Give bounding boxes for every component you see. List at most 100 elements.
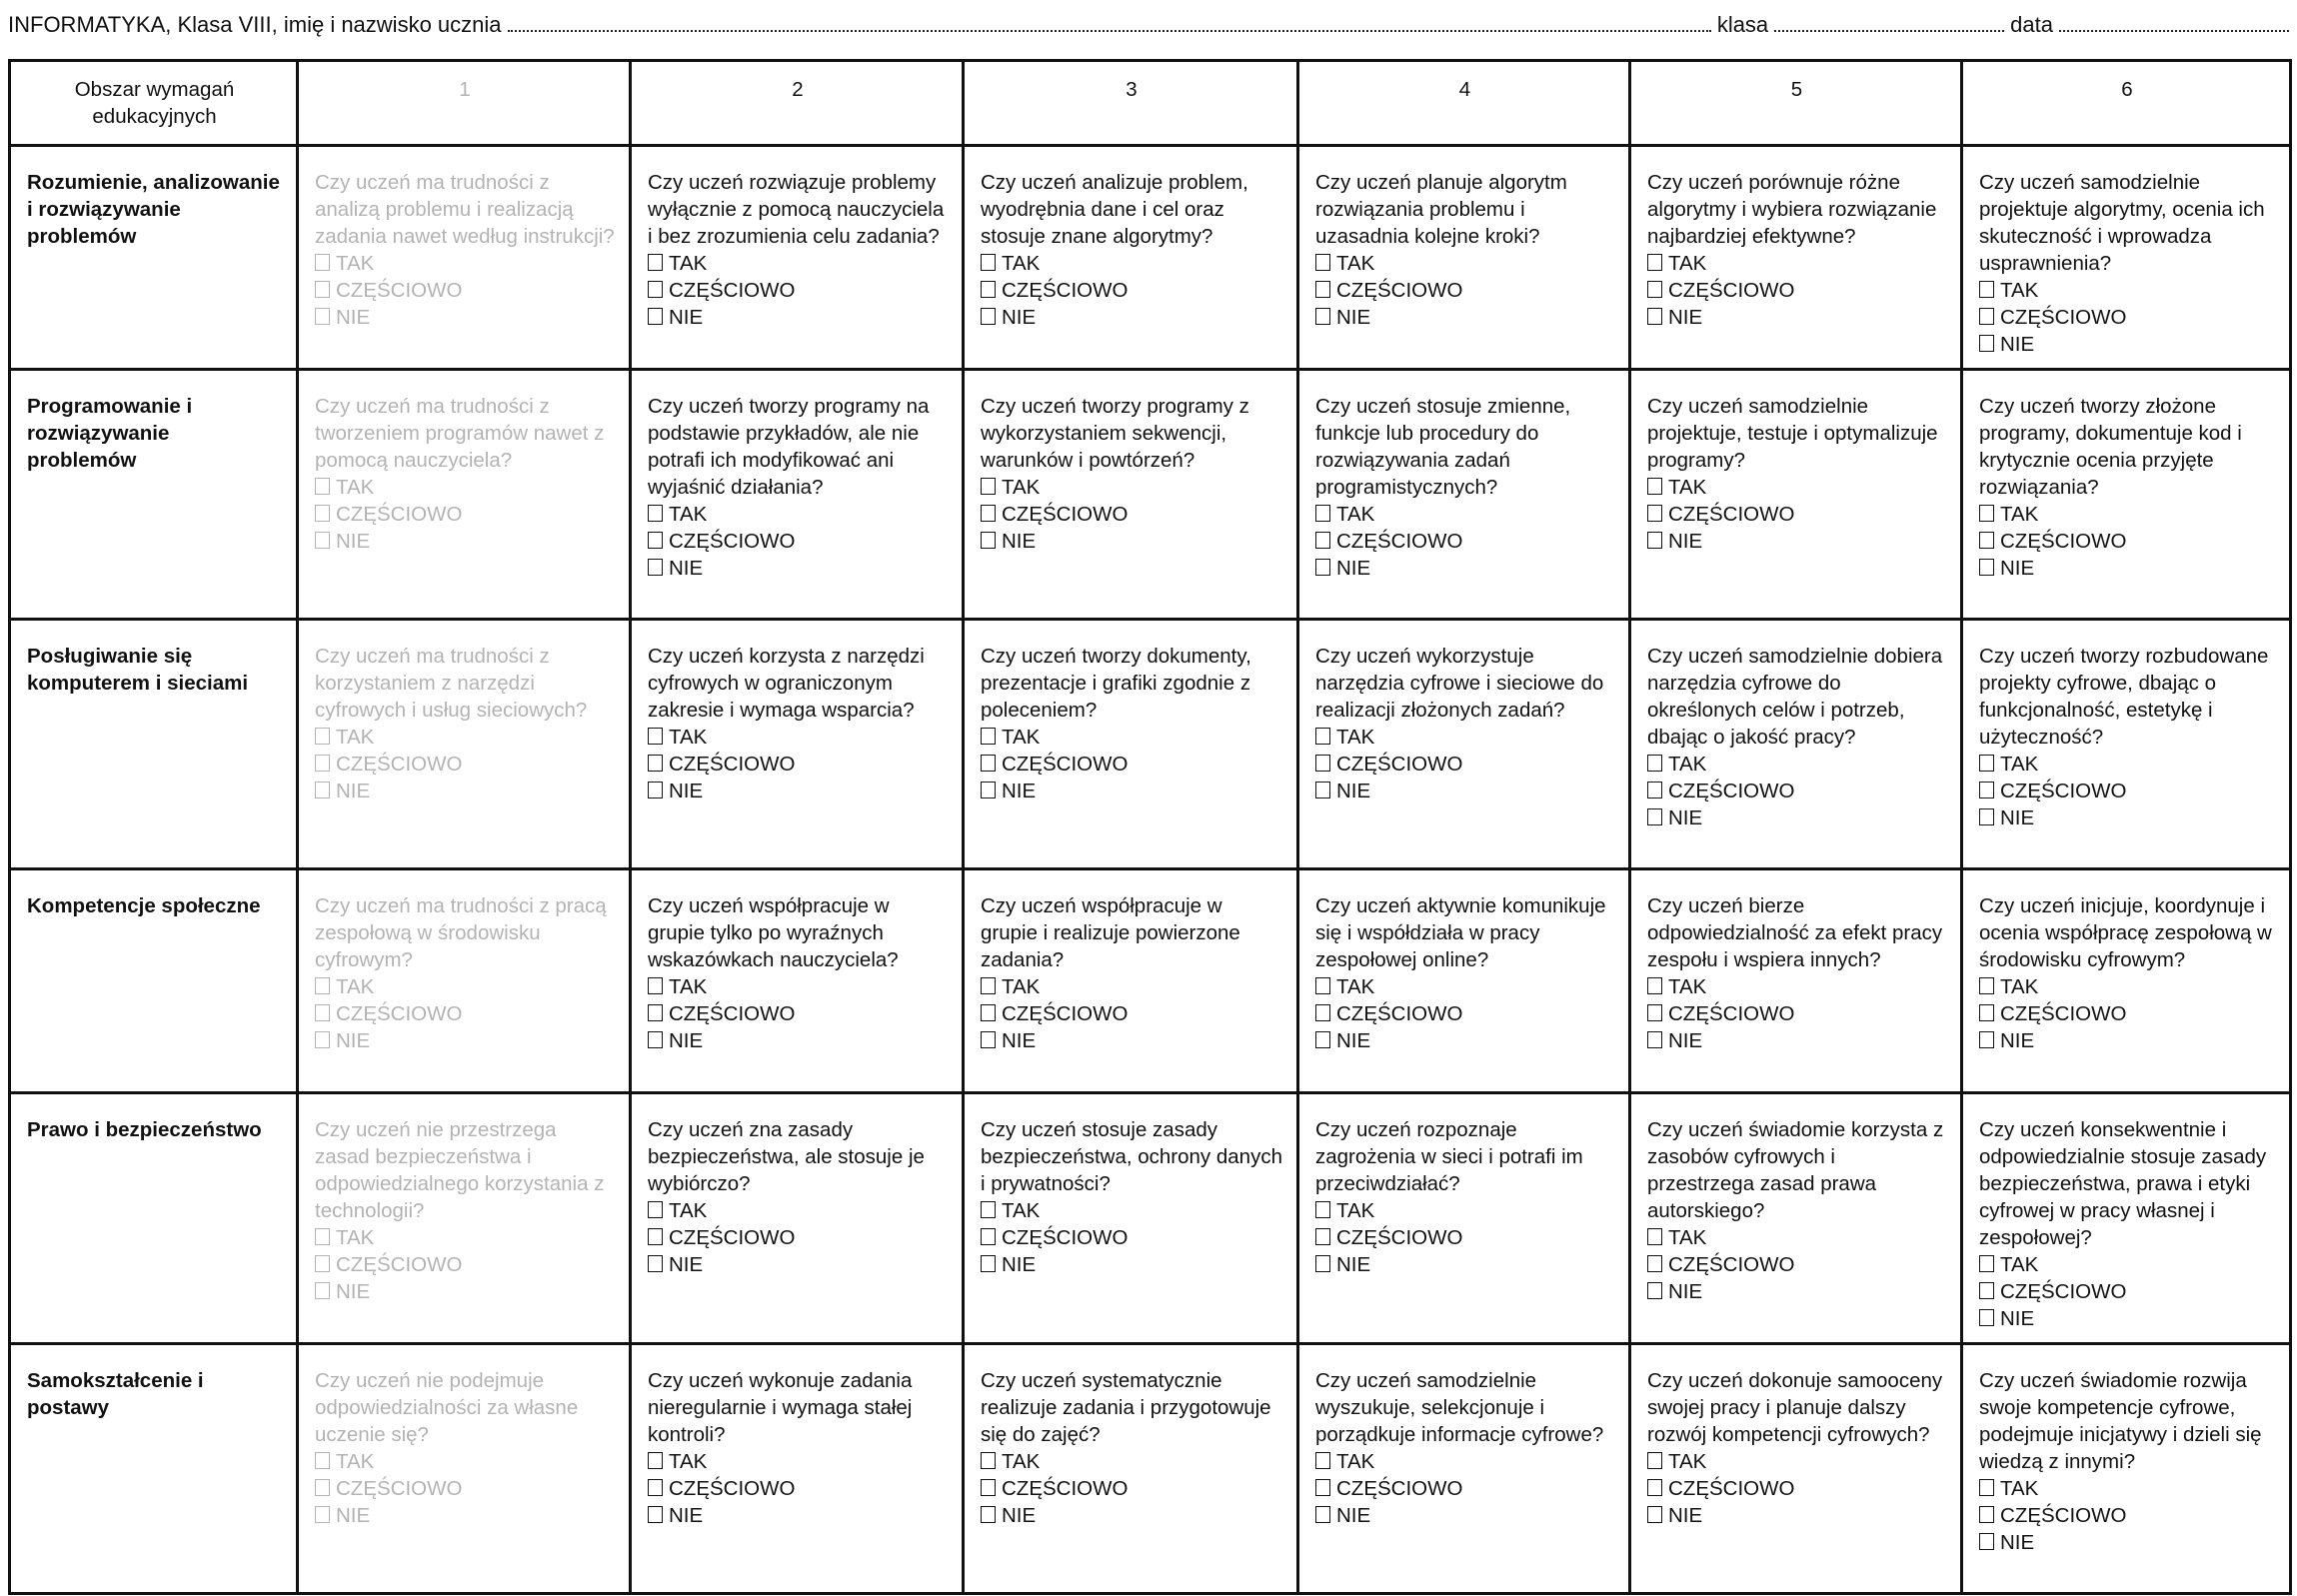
checkbox-icon[interactable] <box>1315 281 1330 298</box>
option-tak[interactable]: TAK <box>1647 1224 1946 1251</box>
option-częściowo[interactable]: CZĘŚCIOWO <box>1979 1000 2275 1027</box>
option-częściowo[interactable]: CZĘŚCIOWO <box>1647 277 1946 304</box>
option-tak[interactable]: TAK <box>981 474 1282 501</box>
class-field[interactable] <box>1774 10 2005 32</box>
option-częściowo[interactable]: CZĘŚCIOWO <box>1647 501 1946 528</box>
checkbox-icon[interactable] <box>648 1479 663 1496</box>
option-nie[interactable]: NIE <box>1979 331 2275 358</box>
date-field[interactable] <box>2059 10 2289 32</box>
checkbox-icon[interactable] <box>981 532 996 549</box>
checkbox-icon[interactable] <box>648 728 663 745</box>
checkbox-icon[interactable] <box>648 782 663 798</box>
option-tak[interactable]: TAK <box>1315 724 1614 751</box>
checkbox-icon[interactable] <box>1647 532 1662 549</box>
checkbox-icon[interactable] <box>315 505 330 522</box>
checkbox-icon[interactable] <box>981 281 996 298</box>
checkbox-icon[interactable] <box>1647 478 1662 495</box>
option-tak[interactable]: TAK <box>981 724 1282 751</box>
checkbox-icon[interactable] <box>1979 1479 1994 1496</box>
option-częściowo[interactable]: CZĘŚCIOWO <box>981 1000 1282 1027</box>
checkbox-icon[interactable] <box>981 755 996 772</box>
checkbox-icon[interactable] <box>1315 1479 1330 1496</box>
checkbox-icon[interactable] <box>648 1201 663 1218</box>
option-częściowo[interactable]: CZĘŚCIOWO <box>1979 528 2275 555</box>
checkbox-icon[interactable] <box>315 728 330 745</box>
checkbox-icon[interactable] <box>1647 308 1662 325</box>
option-nie[interactable]: NIE <box>1979 555 2275 582</box>
option-częściowo[interactable]: CZĘŚCIOWO <box>1979 1278 2275 1305</box>
option-nie[interactable]: NIE <box>1315 304 1614 331</box>
option-tak[interactable]: TAK <box>1315 501 1614 528</box>
option-częściowo[interactable]: CZĘŚCIOWO <box>315 751 615 778</box>
option-nie[interactable]: NIE <box>1647 804 1946 831</box>
option-częściowo[interactable]: CZĘŚCIOWO <box>1979 1502 2275 1529</box>
option-częściowo[interactable]: CZĘŚCIOWO <box>1647 1251 1946 1278</box>
option-tak[interactable]: TAK <box>1979 277 2275 304</box>
checkbox-icon[interactable] <box>1979 1031 1994 1048</box>
checkbox-icon[interactable] <box>315 755 330 772</box>
checkbox-icon[interactable] <box>981 1452 996 1469</box>
checkbox-icon[interactable] <box>1315 1255 1330 1272</box>
option-tak[interactable]: TAK <box>1647 751 1946 778</box>
checkbox-icon[interactable] <box>648 1506 663 1523</box>
checkbox-icon[interactable] <box>1315 308 1330 325</box>
checkbox-icon[interactable] <box>1647 1479 1662 1496</box>
checkbox-icon[interactable] <box>315 977 330 994</box>
checkbox-icon[interactable] <box>315 1228 330 1245</box>
option-częściowo[interactable]: CZĘŚCIOWO <box>1315 751 1614 778</box>
option-tak[interactable]: TAK <box>1979 501 2275 528</box>
checkbox-icon[interactable] <box>1979 808 1994 825</box>
option-nie[interactable]: NIE <box>648 1502 948 1529</box>
option-nie[interactable]: NIE <box>981 778 1282 804</box>
checkbox-icon[interactable] <box>981 1255 996 1272</box>
checkbox-icon[interactable] <box>1315 1004 1330 1021</box>
checkbox-icon[interactable] <box>648 1255 663 1272</box>
checkbox-icon[interactable] <box>315 1282 330 1299</box>
option-tak[interactable]: TAK <box>1315 1448 1614 1475</box>
option-nie[interactable]: NIE <box>981 1027 1282 1054</box>
option-częściowo[interactable]: CZĘŚCIOWO <box>1315 1475 1614 1502</box>
option-nie[interactable]: NIE <box>1315 1251 1614 1278</box>
checkbox-icon[interactable] <box>648 977 663 994</box>
option-częściowo[interactable]: CZĘŚCIOWO <box>1979 304 2275 331</box>
option-częściowo[interactable]: CZĘŚCIOWO <box>315 1000 615 1027</box>
option-tak[interactable]: TAK <box>648 1197 948 1224</box>
checkbox-icon[interactable] <box>315 281 330 298</box>
option-tak[interactable]: TAK <box>1979 1475 2275 1502</box>
option-nie[interactable]: NIE <box>648 1251 948 1278</box>
checkbox-icon[interactable] <box>981 1228 996 1245</box>
checkbox-icon[interactable] <box>1979 1004 1994 1021</box>
option-nie[interactable]: NIE <box>1315 555 1614 582</box>
option-nie[interactable]: NIE <box>1647 1278 1946 1305</box>
option-tak[interactable]: TAK <box>315 1224 615 1251</box>
checkbox-icon[interactable] <box>648 755 663 772</box>
option-nie[interactable]: NIE <box>1979 1529 2275 1556</box>
option-nie[interactable]: NIE <box>315 1502 615 1529</box>
option-nie[interactable]: NIE <box>1315 1027 1614 1054</box>
checkbox-icon[interactable] <box>1647 281 1662 298</box>
checkbox-icon[interactable] <box>1315 532 1330 549</box>
option-tak[interactable]: TAK <box>648 724 948 751</box>
checkbox-icon[interactable] <box>1647 1004 1662 1021</box>
checkbox-icon[interactable] <box>1647 1282 1662 1299</box>
checkbox-icon[interactable] <box>1315 782 1330 798</box>
checkbox-icon[interactable] <box>1979 335 1994 352</box>
checkbox-icon[interactable] <box>648 1452 663 1469</box>
option-częściowo[interactable]: CZĘŚCIOWO <box>1647 1000 1946 1027</box>
option-tak[interactable]: TAK <box>648 250 948 277</box>
option-częściowo[interactable]: CZĘŚCIOWO <box>1647 778 1946 804</box>
option-nie[interactable]: NIE <box>315 1278 615 1305</box>
option-nie[interactable]: NIE <box>981 1502 1282 1529</box>
checkbox-icon[interactable] <box>1647 782 1662 798</box>
option-nie[interactable]: NIE <box>1647 1027 1946 1054</box>
option-częściowo[interactable]: CZĘŚCIOWO <box>648 751 948 778</box>
option-częściowo[interactable]: CZĘŚCIOWO <box>1979 778 2275 804</box>
checkbox-icon[interactable] <box>981 1479 996 1496</box>
option-częściowo[interactable]: CZĘŚCIOWO <box>648 528 948 555</box>
option-tak[interactable]: TAK <box>315 474 615 501</box>
checkbox-icon[interactable] <box>315 1452 330 1469</box>
checkbox-icon[interactable] <box>1315 559 1330 576</box>
checkbox-icon[interactable] <box>315 1255 330 1272</box>
checkbox-icon[interactable] <box>1315 1452 1330 1469</box>
checkbox-icon[interactable] <box>648 559 663 576</box>
